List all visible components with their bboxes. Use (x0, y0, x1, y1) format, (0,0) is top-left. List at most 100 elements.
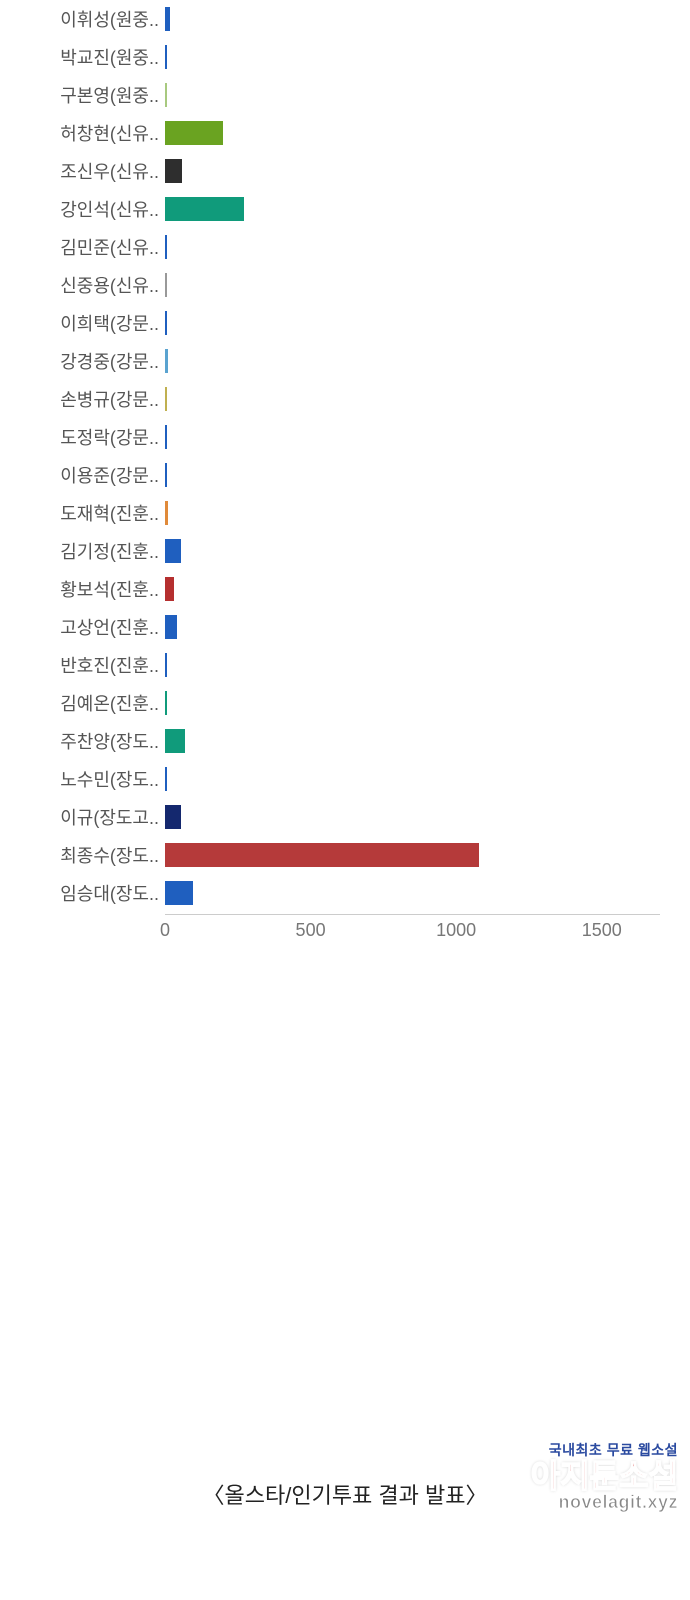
bar-label: 구본영(원중.. (0, 82, 165, 108)
bar-label: 강인석(신유.. (0, 196, 165, 222)
bar-rect (165, 463, 167, 487)
bar-label: 박교진(원중.. (0, 44, 165, 70)
bar-row: 강경중(강문.. (0, 342, 690, 380)
bar-track (165, 608, 690, 646)
bar-track (165, 152, 690, 190)
bar-track (165, 380, 690, 418)
bar-row: 이휘성(원중.. (0, 0, 690, 38)
bar-rect (165, 387, 167, 411)
bar-track (165, 646, 690, 684)
bar-track (165, 266, 690, 304)
bar-label: 도정락(강문.. (0, 424, 165, 450)
bar-track (165, 874, 690, 912)
bar-rect (165, 273, 167, 297)
bar-rect (165, 425, 167, 449)
axis-tick: 1000 (436, 920, 476, 941)
bar-rect (165, 159, 182, 183)
bar-label: 이휘성(원중.. (0, 6, 165, 32)
bar-rect (165, 121, 223, 145)
bar-track (165, 532, 690, 570)
bar-track (165, 342, 690, 380)
bar-row: 김기정(진훈.. (0, 532, 690, 570)
bar-row: 황보석(진훈.. (0, 570, 690, 608)
bar-row: 김예온(진훈.. (0, 684, 690, 722)
bar-rect (165, 7, 170, 31)
bar-rect (165, 653, 167, 677)
bar-row: 강인석(신유.. (0, 190, 690, 228)
axis-spacer (0, 918, 165, 948)
bar-row: 구본영(원중.. (0, 76, 690, 114)
bar-label: 허창현(신유.. (0, 120, 165, 146)
bar-rect (165, 349, 168, 373)
bar-row: 이용준(강문.. (0, 456, 690, 494)
bar-label: 김민준(신유.. (0, 234, 165, 260)
watermark: 국내최초 무료 웹소설 아지툰소설 novelagit.xyz (428, 1440, 678, 1513)
bar-row: 노수민(장도.. (0, 760, 690, 798)
bar-track (165, 190, 690, 228)
bar-track (165, 418, 690, 456)
bar-label: 이용준(강문.. (0, 462, 165, 488)
bar-label: 임승대(장도.. (0, 880, 165, 906)
bar-label: 반호진(진훈.. (0, 652, 165, 678)
watermark-brand: 아지툰소설 (428, 1460, 678, 1492)
bar-row: 주찬양(장도.. (0, 722, 690, 760)
bar-row: 조신우(신유.. (0, 152, 690, 190)
axis-tick: 0 (160, 920, 170, 941)
bar-label: 노수민(장도.. (0, 766, 165, 792)
bar-label: 황보석(진훈.. (0, 576, 165, 602)
bar-rect (165, 539, 181, 563)
watermark-tagline: 국내최초 무료 웹소설 (428, 1440, 678, 1460)
bar-rect (165, 881, 193, 905)
bar-row: 도정락(강문.. (0, 418, 690, 456)
bar-rect (165, 577, 174, 601)
bar-track (165, 836, 690, 874)
bar-row: 고상언(진훈.. (0, 608, 690, 646)
bar-track (165, 76, 690, 114)
bar-rect (165, 729, 185, 753)
bar-track (165, 494, 690, 532)
bar-track (165, 570, 690, 608)
bar-rect (165, 501, 168, 525)
bar-rect (165, 615, 177, 639)
bar-label: 손병규(강문.. (0, 386, 165, 412)
bar-track (165, 798, 690, 836)
bar-row: 임승대(장도.. (0, 874, 690, 912)
bar-track (165, 38, 690, 76)
bar-track (165, 304, 690, 342)
bar-label: 강경중(강문.. (0, 348, 165, 374)
bar-label: 이희택(강문.. (0, 310, 165, 336)
axis-ticks: 050010001500 (165, 918, 690, 948)
bar-label: 도재혁(진훈.. (0, 500, 165, 526)
x-axis-line (165, 914, 660, 915)
axis-tick: 500 (296, 920, 326, 941)
bar-track (165, 0, 690, 38)
axis-tick: 1500 (582, 920, 622, 941)
bar-track (165, 114, 690, 152)
bar-rect (165, 45, 167, 69)
bar-track (165, 760, 690, 798)
bar-label: 김기정(진훈.. (0, 538, 165, 564)
bar-label: 신중용(신유.. (0, 272, 165, 298)
bar-rect (165, 805, 181, 829)
bar-rect (165, 691, 167, 715)
bar-row: 허창현(신유.. (0, 114, 690, 152)
bar-rect (165, 197, 244, 221)
bar-row: 김민준(신유.. (0, 228, 690, 266)
bar-label: 고상언(진훈.. (0, 614, 165, 640)
bar-rect (165, 843, 479, 867)
bar-track (165, 722, 690, 760)
bar-row: 도재혁(진훈.. (0, 494, 690, 532)
bar-rect (165, 235, 167, 259)
x-axis: 0 500 1000 1500 (0, 918, 690, 948)
bar-track (165, 456, 690, 494)
bar-label: 조신우(신유.. (0, 158, 165, 184)
watermark-url: novelagit.xyz (428, 1492, 678, 1513)
bar-row: 신중용(신유.. (0, 266, 690, 304)
bar-rect (165, 767, 167, 791)
bar-row: 반호진(진훈.. (0, 646, 690, 684)
bar-rect (165, 83, 167, 107)
bar-label: 최종수(장도.. (0, 842, 165, 868)
bar-row: 이규(장도고.. (0, 798, 690, 836)
bar-chart: 이휘성(원중.. 박교진(원중.. 구본영(원중.. 허창현(신유.. 조신우(신유..… (0, 0, 690, 948)
bar-rect (165, 311, 167, 335)
